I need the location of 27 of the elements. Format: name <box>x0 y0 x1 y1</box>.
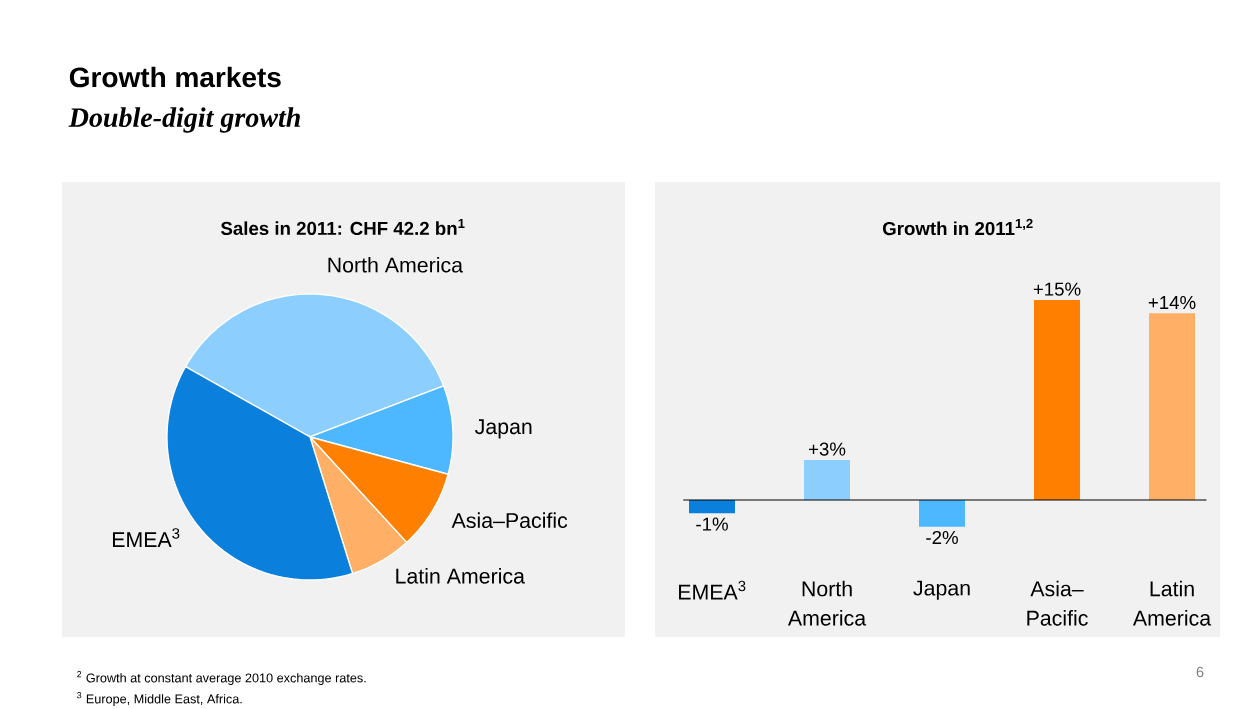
bar <box>919 499 966 527</box>
slice-label: North America <box>328 256 464 273</box>
slice-label: Asia–Pacific <box>451 512 568 529</box>
slice-label: Latin America <box>396 567 525 584</box>
data-label: +3% <box>808 442 846 456</box>
text: $^{2}$ Growth at constant average 2010 exchange rates. <box>77 671 366 685</box>
x-tick-label: Asia–Pacific <box>1027 580 1088 626</box>
text: $^{3}$ Europe, Middle East, Africa. <box>77 692 242 706</box>
x-tick-label: Japan <box>913 580 970 600</box>
text: 6 <box>1196 666 1204 678</box>
data-label: -2% <box>926 530 958 545</box>
x-tick-label: North America <box>787 580 867 626</box>
data-label: -1% <box>696 517 728 531</box>
data-label: +14% <box>1148 295 1196 310</box>
data-label: +15% <box>1033 282 1081 296</box>
bar <box>689 499 736 514</box>
chart-title: Sales in 2011: CHF 42.2 bn$^{1}$ <box>220 218 465 236</box>
x-tick-label: EMEA$^{3}$ <box>679 580 746 600</box>
slice-label: EMEA$^{3}$ <box>112 528 180 547</box>
text: Growth markets <box>69 66 281 88</box>
bar <box>1034 299 1081 500</box>
bar <box>1149 313 1196 500</box>
chart-title: Growth in 2011$^{1,2}$ <box>882 218 1033 236</box>
text: Double-digit growth <box>68 107 300 133</box>
bar <box>804 459 851 500</box>
x-tick-label: Latin America <box>1132 580 1212 626</box>
slice-label: Japan <box>475 419 532 439</box>
